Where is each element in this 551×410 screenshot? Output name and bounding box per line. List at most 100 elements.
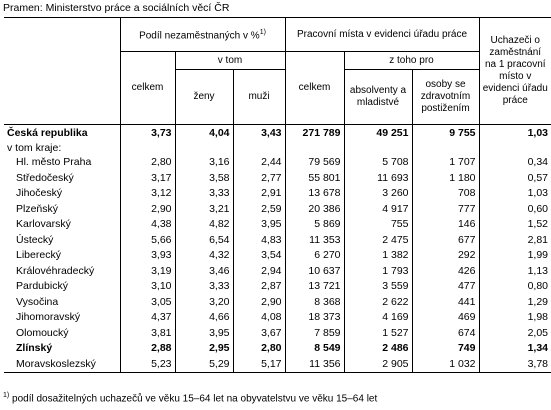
header-women: ženy (174, 69, 233, 125)
cell: 3,33 (174, 185, 233, 201)
table-row: Moravskoslezský 5,23 5,29 5,17 11 356 2 905 1 … (4, 356, 551, 373)
cell: 1 707 (411, 154, 479, 170)
cell: 55 801 (284, 170, 344, 186)
cell: 3,54 (232, 247, 285, 263)
unemployment-table: Podíl nezaměstnaných v %1) Pracovní míst… (4, 17, 551, 373)
footnote-mark: 1) (3, 392, 10, 399)
cell: 4,38 (119, 216, 175, 232)
cell: 4 917 (343, 201, 412, 217)
cell: 2,77 (232, 170, 285, 186)
cell: 749 (411, 340, 479, 356)
cell: 18 373 (284, 309, 344, 325)
cell: 0,57 (478, 170, 551, 186)
row-label: Česká republika (4, 124, 120, 141)
cell: 0,80 (478, 278, 551, 294)
cell: 3,43 (232, 124, 285, 141)
header-vacancies: Pracovní místa v evidenci úřadu práce (284, 17, 479, 52)
row-label: Středočeský (16, 171, 74, 184)
cell: 5 708 (343, 154, 412, 170)
cell: 1,03 (478, 124, 551, 141)
cell: 4,08 (232, 309, 285, 325)
table-row-country: Česká republika 3,73 4,04 3,43 271 789 4… (4, 124, 551, 141)
cell: 3,10 (119, 278, 175, 294)
cell: 4,04 (174, 124, 233, 141)
cell: 1 527 (343, 325, 412, 341)
table-row: Liberecký 3,93 4,32 3,54 6 270 1 382 292 1,99 (4, 247, 551, 263)
cell: 3,58 (174, 170, 233, 186)
header-disabled: osoby se zdravotním postižením (411, 69, 479, 125)
cell: 1,99 (478, 247, 551, 263)
table-row: Středočeský 3,17 3,58 2,77 55 801 11 693 1 180… (4, 170, 551, 186)
row-label: Královéhradecký (16, 264, 95, 277)
cell: 7 859 (284, 325, 344, 341)
cell: 3,21 (174, 201, 233, 217)
source-note: Pramen: Ministerstvo práce a sociálních … (3, 2, 230, 14)
cell: 6,54 (174, 232, 233, 248)
row-label: Zlínský (16, 342, 53, 355)
row-label: Moravskoslezský (4, 356, 120, 373)
cell: 13 678 (284, 185, 344, 201)
table-row: Karlovarský 4,38 4,82 3,95 5 869 755 146 1,52 (4, 216, 551, 232)
header-blank (4, 17, 120, 52)
cell: 3,46 (174, 263, 233, 279)
row-label: Liberecký (16, 249, 61, 262)
cell: 8 368 (284, 294, 344, 310)
cell: 13 721 (284, 278, 344, 294)
cell: 1 032 (411, 356, 479, 373)
cell: 2 905 (343, 356, 412, 373)
cell: 1,52 (478, 216, 551, 232)
row-label: Vysočina (16, 295, 59, 308)
cell: 426 (411, 263, 479, 279)
row-label: Ústecký (16, 233, 54, 246)
cell: 3,05 (119, 294, 175, 310)
cell: 3,81 (119, 325, 175, 341)
cell: 5,29 (174, 356, 233, 373)
cell: 2,81 (478, 232, 551, 248)
cell: 2,91 (232, 185, 285, 201)
regions-label: v tom kraje: (7, 141, 62, 154)
table-row: Ústecký 5,66 6,54 4,83 11 353 2 475 677 2,81 (4, 232, 551, 248)
cell: 5,66 (119, 232, 175, 248)
cell: 5 869 (284, 216, 344, 232)
table-row: Jihočeský 3,12 3,33 2,91 13 678 3 260 708 1,03 (4, 185, 551, 201)
row-label: Jihomoravský (16, 311, 81, 324)
cell: 477 (411, 278, 479, 294)
header-men: muži (232, 69, 285, 125)
cell: 3,67 (232, 325, 285, 341)
footnote-text: podíl dosažitelných uchazečů ve věku 15–… (12, 393, 378, 405)
cell: 1,34 (478, 340, 551, 356)
cell: 49 251 (343, 124, 412, 141)
cell: 3,19 (119, 263, 175, 279)
table-row: Zlínský 2,88 2,95 2,80 8 549 2 486 749 1,34 (4, 340, 551, 356)
cell: 2,90 (232, 294, 285, 310)
cell: 6 270 (284, 247, 344, 263)
cell: 1,13 (478, 263, 551, 279)
cell: 3 559 (343, 278, 412, 294)
cell: 3,16 (174, 154, 233, 170)
table-row: Jihomoravský 4,37 4,66 4,08 18 373 4 169 469 1,… (4, 309, 551, 325)
header-graduates: absolventy a mladistvé (343, 69, 412, 125)
row-label: Jihočeský (16, 187, 63, 200)
cell: 4,82 (174, 216, 233, 232)
cell: 292 (411, 247, 479, 263)
table-row: Plzeňský 2,90 3,21 2,59 20 386 4 917 777 0,60 (4, 201, 551, 217)
row-label: Hl. město Praha (16, 156, 92, 169)
cell: 2,59 (232, 201, 285, 217)
table-row-regions-label: v tom kraje: (4, 140, 551, 155)
header-vac-total: celkem (284, 51, 344, 125)
cell: 3,95 (232, 216, 285, 232)
row-label: Olomoucký (16, 326, 69, 339)
footnote: 1) podíl dosažitelných uchazečů ve věku … (3, 392, 377, 404)
cell: 3,33 (174, 278, 233, 294)
cell: 2,80 (119, 154, 175, 170)
cell: 441 (411, 294, 479, 310)
cell: 2,87 (232, 278, 285, 294)
cell: 2,94 (232, 263, 285, 279)
cell: 469 (411, 309, 479, 325)
cell: 11 693 (343, 170, 412, 186)
header-of-which: v tom (174, 51, 285, 70)
row-label: Plzeňský (16, 202, 59, 215)
cell: 2,80 (232, 340, 285, 356)
cell: 755 (343, 216, 412, 232)
cell: 777 (411, 201, 479, 217)
